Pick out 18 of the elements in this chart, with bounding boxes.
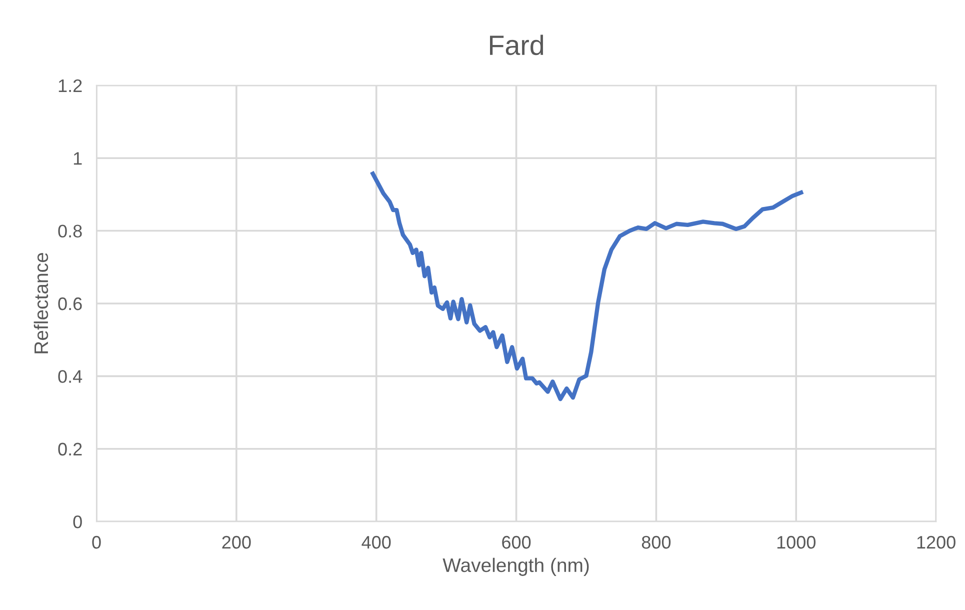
y-tick-label: 0 <box>73 515 82 528</box>
y-tick-label: 0.4 <box>58 370 82 383</box>
line-series <box>370 172 804 402</box>
y-tick-label: 1 <box>74 152 82 165</box>
x-tick-label: 600 <box>502 536 531 549</box>
x-tick-label: 0 <box>92 536 101 549</box>
y-tick-label: 1.2 <box>58 79 82 92</box>
x-tick-label: 200 <box>222 536 251 549</box>
x-tick-label: 1000 <box>777 536 816 549</box>
y-tick-label: 0.8 <box>58 224 82 238</box>
x-tick-label: 800 <box>642 536 671 549</box>
x-tick-label: 400 <box>362 536 391 549</box>
y-tick-label: 0.2 <box>58 442 82 456</box>
y-axis-title: Reflectance <box>34 252 48 354</box>
x-axis-title: Wavelength (nm) <box>442 558 589 576</box>
x-tick-label: 1200 <box>917 536 956 549</box>
chart-title: Fard <box>490 34 544 56</box>
y-tick-label: 0.6 <box>58 297 82 310</box>
